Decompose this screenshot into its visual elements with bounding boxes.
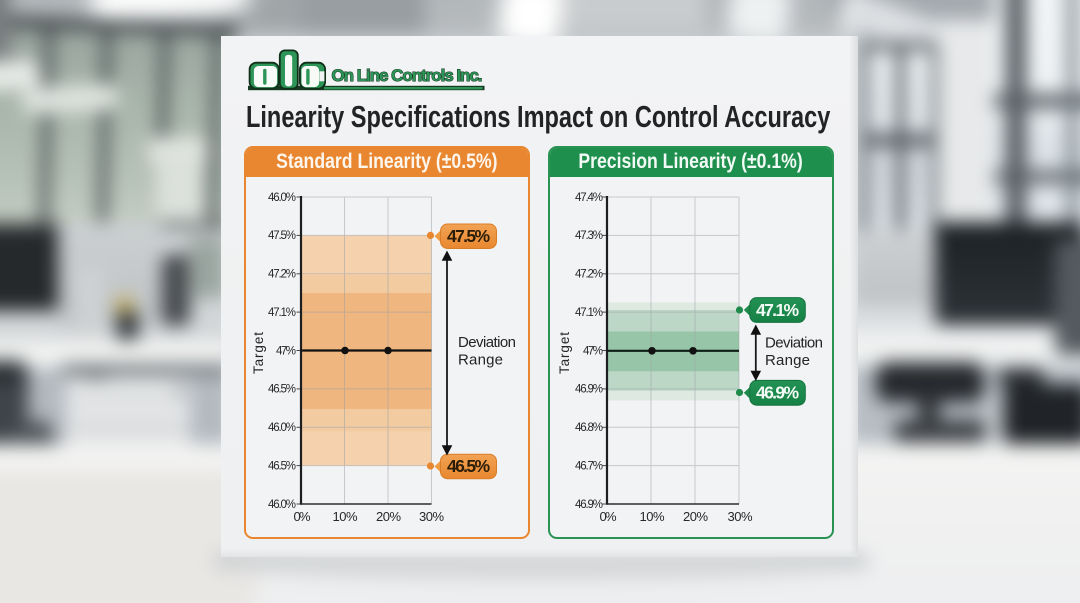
svg-text:20%: 20% [376,509,401,524]
svg-text:Deviation: Deviation [765,335,823,352]
svg-text:On Line Controls Inc.: On Line Controls Inc. [332,66,483,85]
svg-text:47%: 47% [276,345,296,357]
svg-text:47.2%: 47.2% [575,269,603,281]
svg-text:47.3%: 47.3% [575,230,603,242]
svg-text:Target: Target [251,332,266,374]
svg-text:47.1%: 47.1% [756,300,799,320]
svg-text:0%: 0% [600,509,617,524]
svg-text:46.7%: 46.7% [575,460,603,472]
svg-text:Range: Range [458,352,503,369]
svg-text:47.4%: 47.4% [575,192,603,204]
svg-text:47.2%: 47.2% [268,269,296,281]
svg-text:46.9%: 46.9% [575,384,603,396]
svg-text:0%: 0% [294,509,311,524]
svg-text:46.9%: 46.9% [575,499,603,511]
svg-text:Target: Target [557,332,572,374]
svg-text:47.5%: 47.5% [447,226,490,246]
svg-text:46.0%: 46.0% [268,192,296,204]
svg-text:10%: 10% [333,509,358,524]
svg-text:46.0%: 46.0% [268,422,296,434]
svg-text:Deviation: Deviation [458,334,516,351]
svg-text:47.1%: 47.1% [575,307,603,319]
svg-text:46.5%: 46.5% [268,384,296,396]
svg-text:47.5%: 47.5% [268,230,296,242]
svg-text:20%: 20% [683,509,708,524]
svg-text:46.5%: 46.5% [447,456,490,476]
svg-text:10%: 10% [640,509,665,524]
svg-text:46.0%: 46.0% [268,499,296,511]
svg-text:46.9%: 46.9% [756,383,799,403]
svg-text:30%: 30% [728,509,753,524]
svg-text:30%: 30% [419,509,444,524]
svg-text:47.1%: 47.1% [268,307,296,319]
svg-text:47%: 47% [583,345,603,357]
svg-text:Range: Range [765,352,810,369]
svg-text:46.5%: 46.5% [268,460,296,472]
svg-text:46.8%: 46.8% [575,422,603,434]
